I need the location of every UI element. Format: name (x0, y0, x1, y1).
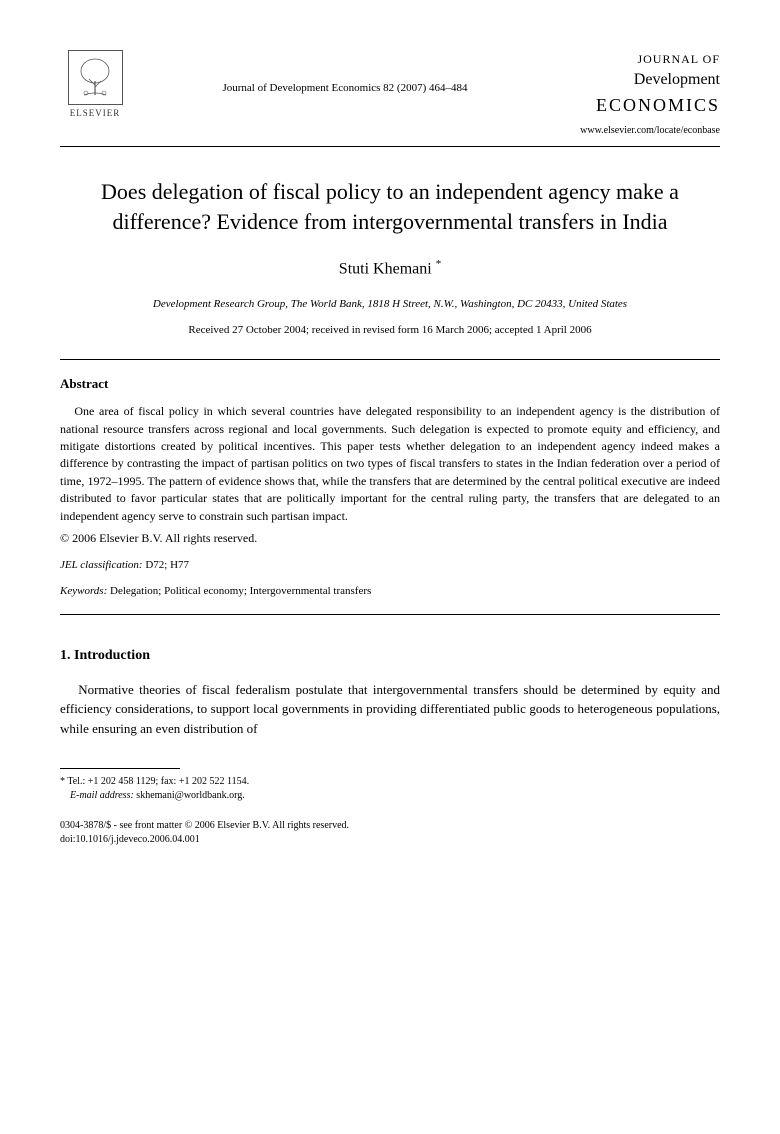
journal-logo-line2: Development (560, 68, 720, 92)
top-rule (60, 146, 720, 147)
publisher-logo-block: ELSEVIER (60, 50, 130, 121)
journal-url: www.elsevier.com/locate/econbase (560, 123, 720, 138)
intro-paragraph: Normative theories of fiscal federalism … (60, 680, 720, 739)
header-row: ELSEVIER Journal of Development Economic… (60, 50, 720, 138)
publisher-name: ELSEVIER (70, 107, 121, 121)
elsevier-tree-icon (68, 50, 123, 105)
journal-logo-line1: JOURNAL OF (560, 50, 720, 68)
footnote-marker: * (60, 776, 65, 787)
email-address: skhemani@worldbank.org. (136, 790, 244, 801)
abstract-copyright: © 2006 Elsevier B.V. All rights reserved… (60, 529, 720, 547)
section-heading: 1. Introduction (60, 645, 720, 666)
footer-info: 0304-3878/$ - see front matter © 2006 El… (60, 819, 720, 847)
footnote-contact: Tel.: +1 202 458 1129; fax: +1 202 522 1… (67, 776, 249, 787)
article-dates: Received 27 October 2004; received in re… (60, 322, 720, 339)
journal-reference: Journal of Development Economics 82 (200… (130, 50, 560, 97)
affiliation: Development Research Group, The World Ba… (60, 296, 720, 313)
abstract-bottom-rule (60, 614, 720, 615)
abstract-text: One area of fiscal policy in which sever… (60, 403, 720, 525)
footer-doi: doi:10.1016/j.jdeveco.2006.04.001 (60, 833, 720, 847)
journal-logo-line3: ECONOMICS (560, 92, 720, 119)
abstract-top-rule (60, 359, 720, 360)
abstract-label: Abstract (60, 374, 720, 394)
footnote-rule (60, 768, 180, 769)
author-name: Stuti Khemani (339, 261, 432, 278)
keywords-label: Keywords: (60, 585, 107, 597)
email-footnote: E-mail address: skhemani@worldbank.org. (60, 789, 720, 803)
keywords-line: Keywords: Delegation; Political economy;… (60, 583, 720, 600)
journal-logo-block: JOURNAL OF Development ECONOMICS www.els… (560, 50, 720, 138)
jel-classification: JEL classification: D72; H77 (60, 557, 720, 574)
corresponding-footnote: * Tel.: +1 202 458 1129; fax: +1 202 522… (60, 775, 720, 789)
jel-codes: D72; H77 (145, 559, 189, 571)
article-title: Does delegation of fiscal policy to an i… (80, 177, 700, 236)
author-marker: * (436, 258, 442, 270)
footer-line1: 0304-3878/$ - see front matter © 2006 El… (60, 819, 720, 833)
author-line: Stuti Khemani * (60, 256, 720, 281)
jel-label: JEL classification: (60, 559, 143, 571)
email-label: E-mail address: (70, 790, 134, 801)
keywords-text: Delegation; Political economy; Intergove… (110, 585, 371, 597)
